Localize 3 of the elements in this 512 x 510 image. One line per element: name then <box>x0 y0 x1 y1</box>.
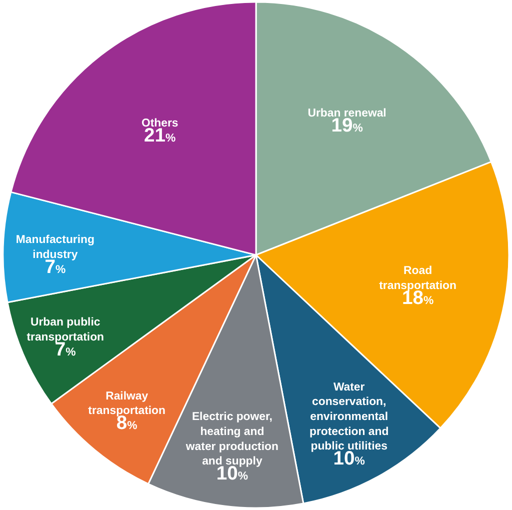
slice-label: Manufacturing industry <box>16 234 94 262</box>
slice-label: Railway transportation <box>88 390 166 418</box>
data-label: 10% <box>333 448 365 470</box>
